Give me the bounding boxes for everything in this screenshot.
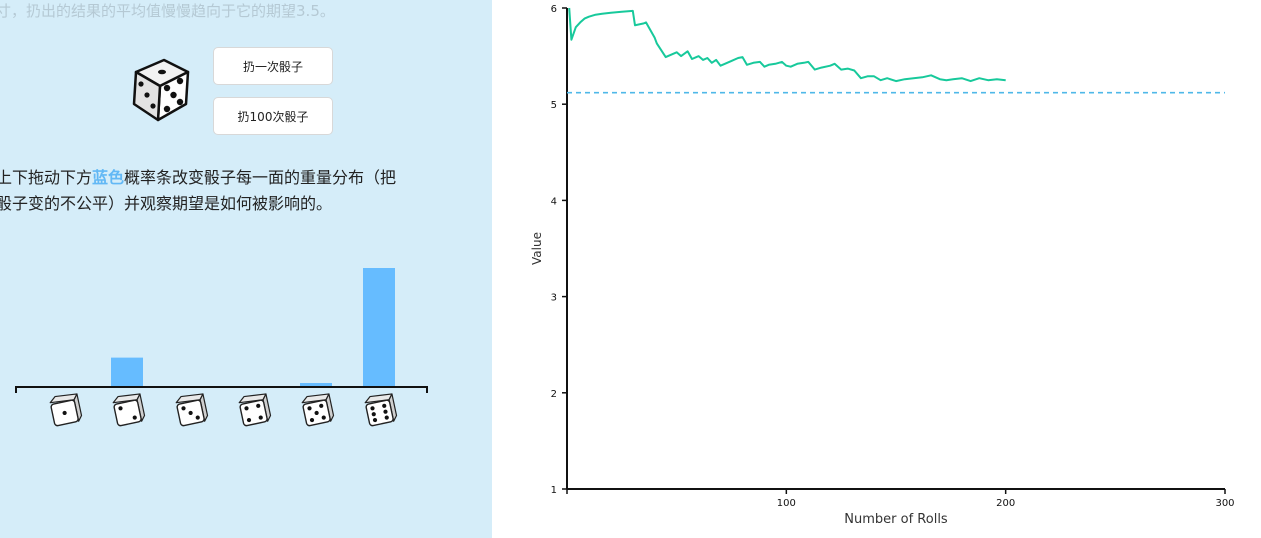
die-face-3-icon <box>175 393 209 427</box>
dice-five-icon <box>128 56 194 126</box>
x-tick-label: 300 <box>1215 498 1234 509</box>
x-tick-label: 200 <box>996 498 1015 509</box>
instruction-suffix: 概率条改变骰子每一面的重量分布（把 <box>124 168 397 187</box>
weight-bar-2[interactable] <box>111 357 143 386</box>
y-tick-label: 4 <box>551 196 557 207</box>
running-average-line <box>568 7 1006 83</box>
left-panel: 寸，扔出的结果的平均值慢慢趋向于它的期望3.5。 扔一次骰子 扔100次骰子 上… <box>0 0 492 538</box>
instruction-text: 上下拖动下方蓝色概率条改变骰子每一面的重量分布（把 骰子变的不公平）并观察期望是… <box>0 165 466 217</box>
die-face-5-icon <box>301 393 335 427</box>
intro-text: 寸，扔出的结果的平均值慢慢趋向于它的期望3.5。 <box>0 2 335 20</box>
y-tick-label: 6 <box>551 4 557 15</box>
y-tick-label: 5 <box>551 100 557 111</box>
y-tick-label: 1 <box>551 485 557 496</box>
instruction-line2: 骰子变的不公平）并观察期望是如何被影响的。 <box>0 194 333 213</box>
y-tick-label: 2 <box>551 389 557 400</box>
weights-bar-chart <box>15 268 428 427</box>
x-tick-label: 100 <box>777 498 796 509</box>
instruction-prefix: 上下拖动下方 <box>0 168 93 187</box>
y-tick-label: 3 <box>551 293 557 304</box>
x-axis-label: Number of Rolls <box>844 512 948 527</box>
weight-bar-6[interactable] <box>363 268 395 386</box>
instruction-highlight: 蓝色 <box>92 168 125 187</box>
weight-bar-5[interactable] <box>300 383 332 386</box>
die-face-4-icon <box>238 393 272 427</box>
roll-100-button[interactable]: 扔100次骰子 <box>213 97 333 135</box>
die-face-2-icon <box>112 393 146 427</box>
die-face-6-icon <box>364 393 398 427</box>
roll-once-button[interactable]: 扔一次骰子 <box>213 47 333 85</box>
y-axis-label: Value <box>530 232 544 265</box>
running-average-chart: 1 2 3 4 5 6 100 200 300 Number of Rolls Value <box>530 4 1235 527</box>
die-face-1-icon <box>49 393 83 427</box>
